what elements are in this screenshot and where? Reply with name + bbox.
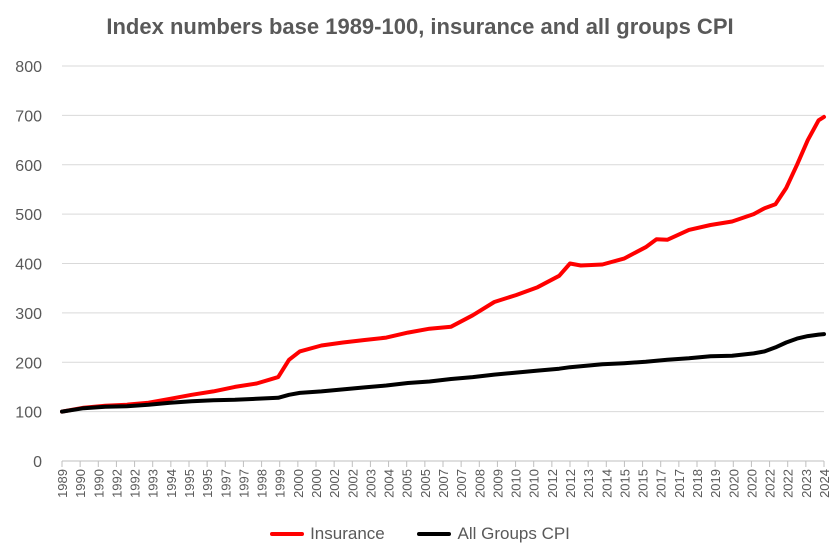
x-tick-label: 2007 (454, 469, 469, 498)
axes (61, 460, 825, 467)
x-tick-label: 1989 (55, 469, 70, 498)
x-tick-label: 2015 (636, 469, 651, 498)
x-tick-label: 2013 (581, 469, 596, 498)
x-tick-label: 2009 (490, 469, 505, 498)
x-tick-label: 1994 (164, 469, 179, 498)
x-tick-label: 2002 (345, 469, 360, 498)
series-lines (60, 114, 826, 414)
x-tick-label: 2010 (509, 469, 524, 498)
x-tick-label: 2008 (472, 469, 487, 498)
legend: Insurance All Groups CPI (0, 521, 840, 544)
legend-item-all-groups-cpi: All Groups CPI (417, 524, 570, 544)
y-tick-label: 200 (15, 355, 42, 372)
y-tick-label: 0 (33, 454, 42, 471)
x-tick-label: 2004 (382, 469, 397, 498)
x-tick-label: 1999 (273, 469, 288, 498)
y-tick-label: 500 (15, 207, 42, 224)
x-tick-label: 1992 (128, 469, 143, 498)
x-tick-label: 2015 (617, 469, 632, 498)
x-tick-label: 1993 (146, 469, 161, 498)
x-tick-label: 1997 (236, 469, 251, 498)
x-tick-label: 2018 (690, 469, 705, 498)
x-tick-label: 2012 (563, 469, 578, 498)
x-tick-label: 1992 (109, 469, 124, 498)
x-tick-label: 1998 (255, 469, 270, 498)
x-tick-label: 1995 (182, 469, 197, 498)
x-tick-label: 1995 (200, 469, 215, 498)
x-tick-label: 2017 (654, 469, 669, 498)
x-tick-label: 2002 (327, 469, 342, 498)
legend-label-insurance: Insurance (310, 524, 385, 543)
x-tick-label: 1997 (218, 469, 233, 498)
x-tick-label: 2000 (291, 469, 306, 498)
series-line-all-groups-cpi (60, 332, 826, 414)
y-tick-label: 600 (15, 158, 42, 175)
legend-label-all-groups-cpi: All Groups CPI (457, 524, 570, 543)
x-tick-label: 2003 (363, 469, 378, 498)
chart-title: Index numbers base 1989-100, insurance a… (106, 14, 734, 39)
x-tick-label: 2010 (527, 469, 542, 498)
y-tick-label: 400 (15, 257, 42, 274)
series-line-insurance (60, 114, 826, 414)
x-tick-label: 1990 (91, 469, 106, 498)
x-tick-label: 2019 (708, 469, 723, 498)
x-axis-ticks: 1989 1990 1990 1992 1992 1993 1994 1995 1995 1997… (55, 469, 832, 498)
x-tick-label: 2020 (726, 469, 741, 498)
x-tick-label: 2022 (763, 469, 778, 498)
legend-item-insurance: Insurance (270, 524, 385, 544)
legend-swatch-all-groups-cpi (417, 532, 452, 536)
x-tick-label: 2017 (672, 469, 687, 498)
x-tick-label: 2024 (817, 469, 832, 498)
y-tick-label: 800 (15, 59, 42, 76)
x-tick-label: 1990 (73, 469, 88, 498)
x-tick-label: 2012 (545, 469, 560, 498)
x-tick-label: 2014 (599, 469, 614, 498)
x-tick-label: 2023 (799, 469, 814, 498)
y-axis-ticks: 0 100 200 300 400 500 600 700 800 (15, 59, 42, 471)
x-tick-label: 2000 (309, 469, 324, 498)
gridlines (62, 65, 824, 413)
legend-swatch-insurance (270, 532, 305, 536)
x-tick-label: 2022 (781, 469, 796, 498)
x-tick-label: 2005 (400, 469, 415, 498)
y-tick-label: 300 (15, 306, 42, 323)
y-tick-label: 700 (15, 108, 42, 125)
x-tick-label: 2007 (436, 469, 451, 498)
x-tick-label: 2020 (744, 469, 759, 498)
y-tick-label: 100 (15, 405, 42, 422)
x-tick-label: 2005 (418, 469, 433, 498)
